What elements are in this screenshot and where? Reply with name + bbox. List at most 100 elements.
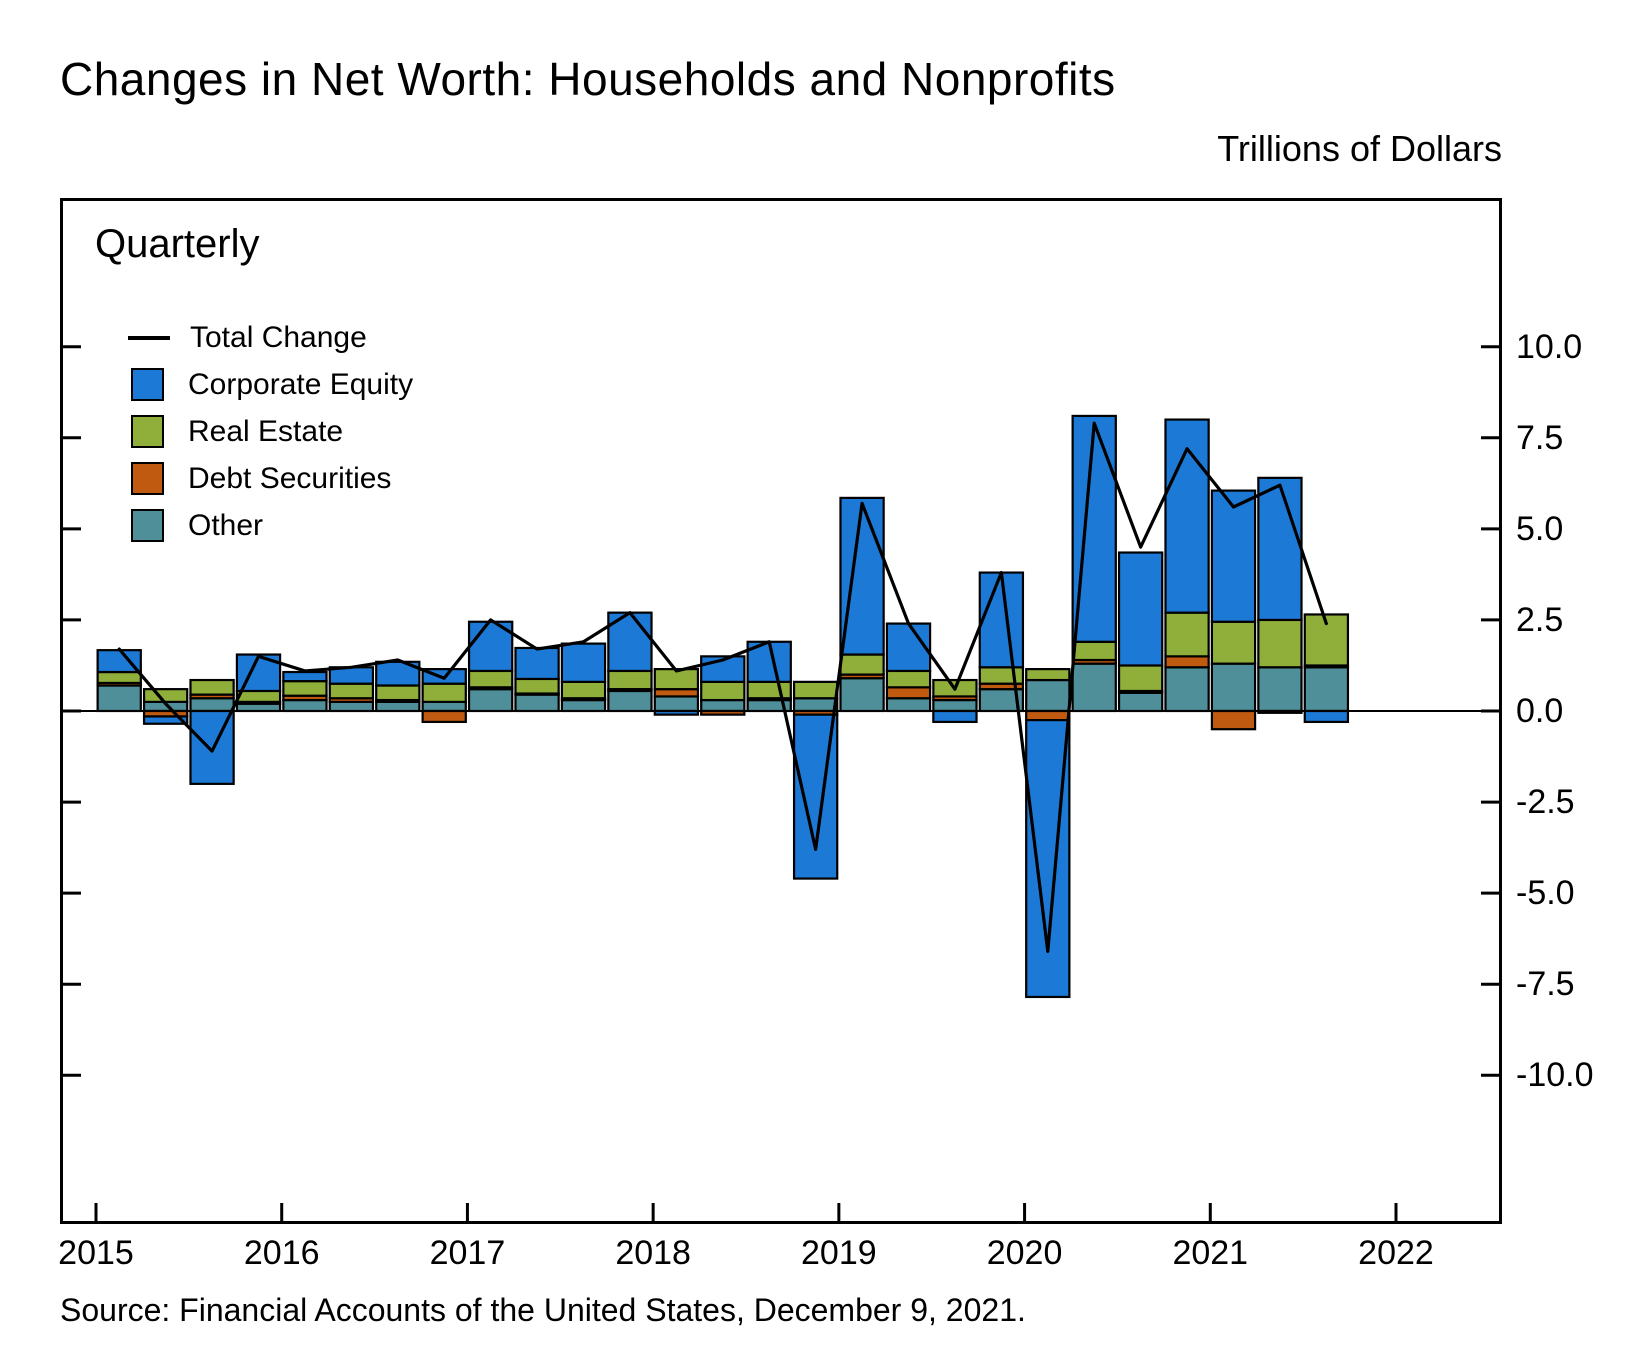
real-estate-swatch [131,415,164,448]
bar-segment [792,680,839,700]
bar-segment [1164,655,1210,669]
bar-segment [514,677,560,695]
legend-label: Debt Securities [188,461,392,495]
bar-segment [700,698,746,713]
y-axis-tick-label: 0.0 [1516,692,1564,730]
bar-segment [189,678,235,696]
legend: Total Change Corporate Equity Real Estat… [128,314,413,549]
frequency-label: Quarterly [95,222,260,266]
bar-segment [1210,709,1257,731]
bar-segment [1257,709,1303,714]
bar-segment [1210,489,1257,623]
bar-segment [607,669,653,691]
bar-segment [96,684,142,713]
y-axis-tick-label: -5.0 [1516,874,1575,913]
bar-segment [932,698,978,713]
legend-label: Corporate Equity [188,367,414,401]
bar-segment [467,669,514,689]
x-axis-year-label: 2022 [1358,1234,1434,1272]
bar-segment [1117,551,1164,667]
legend-item-real-estate: Real Estate [128,408,413,455]
bar-segment [1303,709,1350,724]
bar-segment [560,642,607,683]
bar-segment [1117,664,1164,693]
bar-segment [421,709,467,724]
legend-label: Total Change [190,320,367,354]
legend-label: Other [188,508,264,542]
x-axis-year-label: 2018 [615,1234,691,1272]
chart-title: Changes in Net Worth: Households and Non… [60,53,1116,105]
bar-segment [885,686,932,700]
bar-segment [885,669,932,689]
bar-segment [142,688,189,703]
debt-securities-swatch [131,462,164,495]
y-axis-tick-label: 10.0 [1516,327,1583,366]
bar-segment [421,700,467,713]
y-axis-tick-label: 5.0 [1516,509,1564,548]
bar-segment [1025,719,1071,999]
bar-segment [839,496,885,656]
bar-segment [1257,618,1303,669]
bar-segment [792,697,839,713]
bar-segment [1117,691,1164,713]
bar-segment [282,698,328,713]
bar-segment [514,693,560,713]
bar-segment [1071,640,1117,662]
bar-segment [885,697,932,713]
bar-segment [1303,613,1350,667]
x-axis-year-label: 2016 [243,1234,320,1272]
bar-segment [746,680,792,700]
bar-segment [1164,611,1210,658]
units-label: Trillions of Dollars [1217,128,1502,169]
bar-segment [978,666,1025,685]
bar-segment [235,689,282,703]
bar-segment [142,715,189,725]
y-axis-tick-label: -10.0 [1516,1056,1594,1095]
bar-segment [1210,620,1257,665]
bar-segment [1025,709,1071,722]
x-axis-year-label: 2019 [801,1234,877,1272]
total-change-line-swatch [128,335,170,340]
bar-segment [328,700,375,713]
bar-segment [1257,666,1303,713]
x-axis-year-label: 2017 [429,1234,506,1272]
bar-segment [653,709,700,716]
bar-segment [282,670,328,683]
source-note: Source: Financial Accounts of the United… [60,1292,1026,1328]
other-swatch [131,509,164,542]
chart-canvas [63,345,1499,1221]
x-axis-year-label: 2021 [1172,1234,1249,1272]
bar-segment [96,670,142,685]
bar-segment [839,677,885,713]
bar-segment [375,684,421,702]
bar-segment [189,697,235,713]
bar-segment [1303,666,1350,713]
bar-segment [375,660,421,687]
bar-segment [1025,678,1071,713]
bar-segment [607,689,653,713]
bar-segment [1025,668,1071,682]
legend-item-total-change: Total Change [128,314,413,361]
bar-segment [932,709,978,724]
y-axis-tick-label: 2.5 [1516,600,1564,639]
x-axis-year-label: 2015 [58,1234,134,1272]
bar-segment [514,646,560,681]
y-axis-tick-label: -7.5 [1516,965,1575,1004]
y-axis-tick-label: -2.5 [1516,783,1575,822]
legend-item-other: Other [128,502,413,549]
bar-segment [421,682,467,703]
legend-label: Real Estate [188,414,344,448]
total-change-line [117,421,1328,954]
legend-item-debt-securities: Debt Securities [128,455,413,502]
bar-segment [467,688,514,713]
bar-segment [653,695,700,713]
bar-segment [700,709,746,716]
bar-segment [885,622,932,673]
bars-group [96,414,1350,999]
bar-segment [1210,662,1257,713]
bar-segment [560,698,607,713]
corporate-equity-swatch [131,368,164,401]
x-axis-year-label: 2020 [986,1234,1063,1272]
plot-area [60,198,1502,1224]
